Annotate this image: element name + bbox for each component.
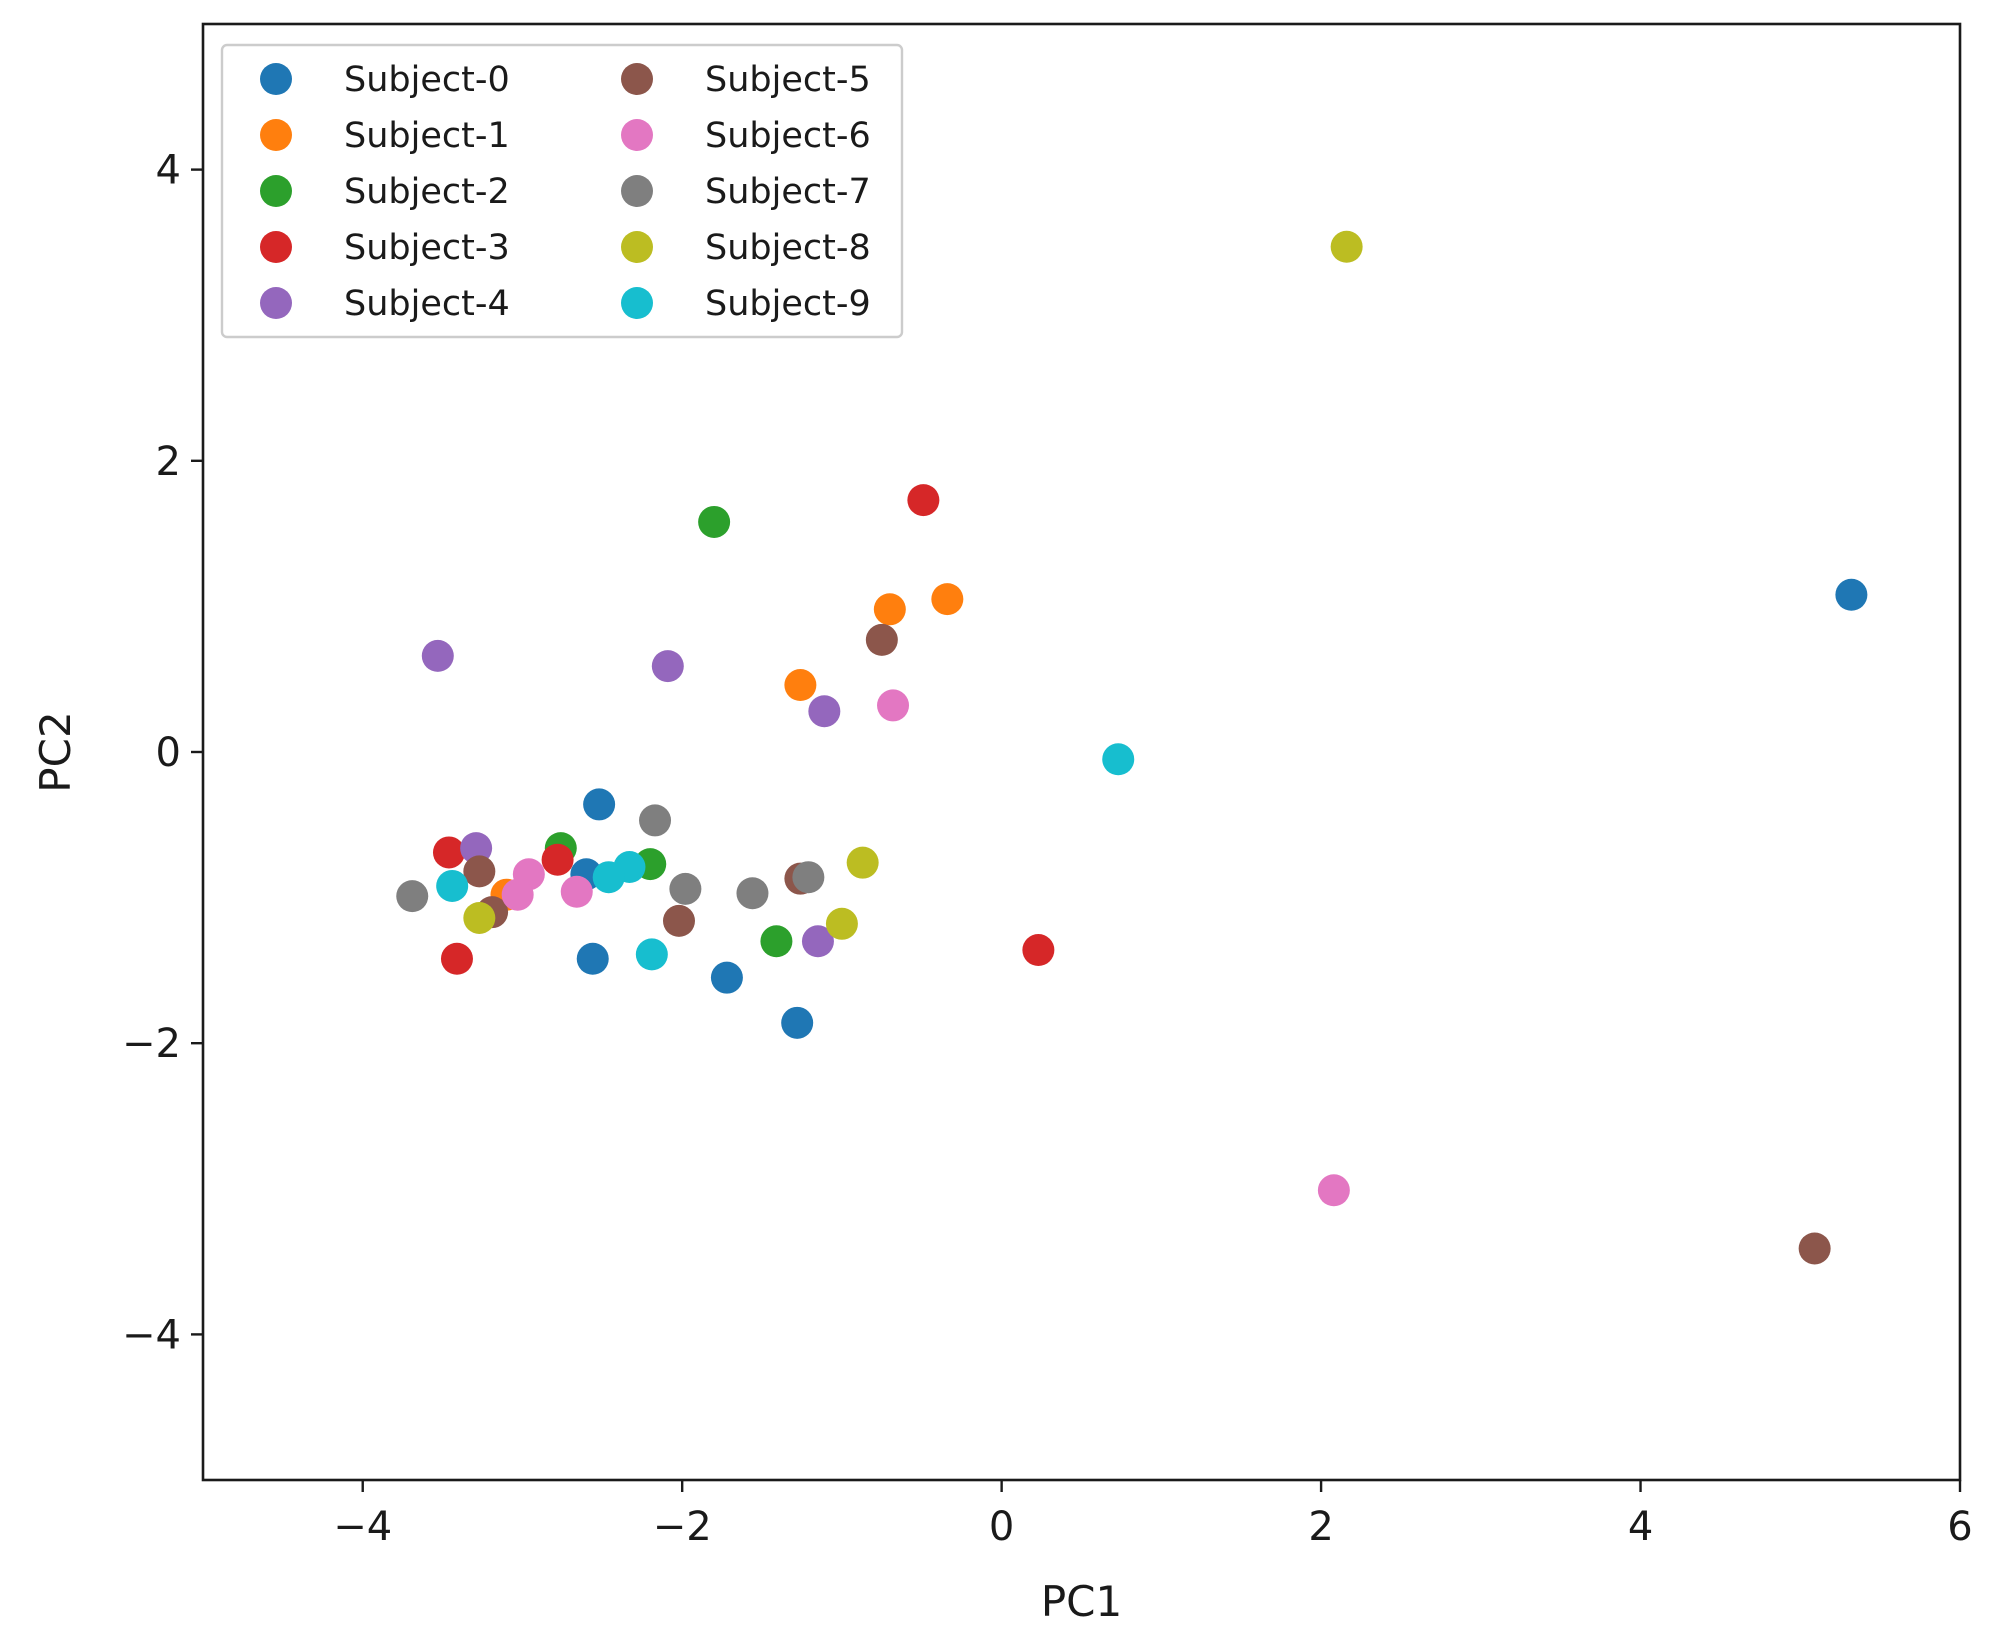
legend-marker [621, 119, 653, 151]
legend-label: Subject-4 [344, 284, 510, 324]
x-tick-label: 2 [1308, 1504, 1333, 1550]
y-tick-label: 2 [156, 439, 181, 485]
legend-marker [260, 231, 292, 263]
data-point [662, 904, 695, 937]
legend-item: Subject-6 [621, 116, 871, 156]
data-point [760, 925, 793, 958]
data-point [1330, 230, 1363, 263]
x-axis-label: PC1 [1041, 1577, 1122, 1626]
data-point [736, 877, 769, 910]
legend-item: Subject-8 [621, 228, 871, 268]
series-subject-7 [396, 804, 825, 913]
legend-label: Subject-0 [344, 60, 510, 100]
legend-label: Subject-5 [705, 60, 871, 100]
legend-marker [260, 63, 292, 95]
data-points [396, 230, 1868, 1265]
data-point [635, 938, 668, 971]
data-point [781, 1006, 814, 1039]
data-point [865, 623, 898, 656]
data-point [436, 869, 469, 902]
legend-box [220, 43, 904, 339]
data-point [463, 855, 496, 888]
legend-item: Subject-9 [621, 284, 871, 324]
data-point [792, 861, 825, 894]
data-point [907, 484, 940, 517]
series-subject-9 [436, 743, 1135, 971]
data-point [592, 861, 625, 894]
legend: Subject-0 Subject-1 Subject-2 Subject-3 Subj… [220, 43, 904, 339]
legend-label: Subject-1 [344, 116, 510, 156]
data-point [825, 907, 858, 940]
legend-marker [260, 175, 292, 207]
legend-item: Subject-5 [621, 60, 871, 100]
legend-marker [260, 119, 292, 151]
y-tick-label: −4 [122, 1312, 181, 1358]
data-point [432, 836, 465, 869]
series-subject-8 [463, 230, 1363, 940]
data-point [583, 788, 616, 821]
y-tick-label: −2 [122, 1021, 181, 1067]
data-point [1317, 1174, 1350, 1207]
legend-item: Subject-1 [260, 116, 510, 156]
series-subject-4 [421, 639, 841, 958]
legend-label: Subject-6 [705, 116, 871, 156]
y-tick-label: 0 [156, 730, 181, 776]
data-point [463, 901, 496, 934]
data-point [1102, 743, 1135, 776]
series-subject-0 [570, 578, 1868, 1039]
legend-item: Subject-0 [260, 60, 510, 100]
legend-label: Subject-2 [344, 172, 510, 212]
x-tick-label: 6 [1947, 1504, 1972, 1550]
data-point [639, 804, 672, 837]
data-point [651, 650, 684, 683]
legend-marker [621, 63, 653, 95]
data-point [698, 505, 731, 538]
legend-marker [621, 175, 653, 207]
data-point [808, 695, 841, 728]
y-tick-label: 4 [156, 148, 181, 194]
x-tick-label: −4 [333, 1504, 392, 1550]
data-point [877, 689, 910, 722]
data-point [784, 669, 817, 702]
legend-item: Subject-7 [621, 172, 871, 212]
data-point [1798, 1232, 1831, 1265]
data-point [440, 942, 473, 975]
data-point [460, 832, 493, 865]
data-point [669, 872, 702, 905]
x-tick-label: 4 [1628, 1504, 1653, 1550]
legend-label: Subject-8 [705, 228, 871, 268]
plot-frame [201, 22, 1962, 1482]
series-subject-6 [501, 689, 1350, 1207]
legend-marker [260, 287, 292, 319]
x-tick-label: 0 [989, 1504, 1014, 1550]
data-point [846, 846, 879, 879]
x-tick-label: −2 [653, 1504, 712, 1550]
legend-label: Subject-9 [705, 284, 871, 324]
legend-marker [621, 231, 653, 263]
series-subject-3 [432, 484, 1055, 975]
data-point [1022, 934, 1055, 967]
axis-ticks: −4 −2 0 2 4 6 −4 −2 0 2 4 [122, 148, 1973, 1550]
data-point [541, 843, 574, 876]
legend-marker [621, 287, 653, 319]
legend-item: Subject-3 [260, 228, 510, 268]
data-point [421, 639, 454, 672]
legend-label: Subject-7 [705, 172, 871, 212]
data-point [576, 942, 609, 975]
data-point [873, 593, 906, 626]
data-point [931, 583, 964, 616]
y-axis-label: PC2 [31, 711, 80, 792]
data-point [801, 925, 834, 958]
legend-item: Subject-4 [260, 284, 510, 324]
data-point [501, 878, 534, 911]
legend-item: Subject-2 [260, 172, 510, 212]
legend-label: Subject-3 [344, 228, 510, 268]
data-point [1835, 578, 1868, 611]
data-point [396, 880, 429, 913]
data-point [560, 875, 593, 908]
data-point [710, 961, 743, 994]
